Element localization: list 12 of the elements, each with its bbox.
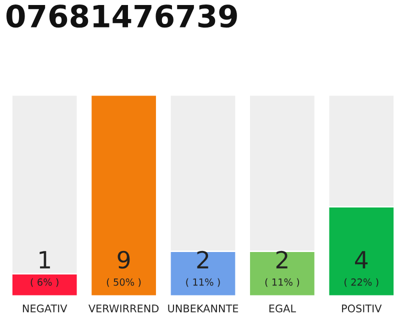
data-label: 9 ( 50% ): [106, 250, 141, 287]
x-tick-label: UNBEKANNTE: [168, 304, 238, 312]
data-label: 4 ( 22% ): [344, 251, 378, 287]
data-label: 1 ( 6% ): [30, 251, 58, 287]
x-tick-label: EGAL: [269, 304, 296, 312]
bar: [90, 95, 158, 296]
data-label: 2 ( 11% ): [186, 250, 220, 287]
x-tick-label: POSITIV: [342, 304, 382, 312]
x-tick-label: VERWIRREND: [88, 304, 159, 312]
chart-title: 07681476739: [6, 4, 237, 28]
x-tick-label: NEGATIV: [22, 304, 68, 312]
data-label: 2 ( 11% ): [265, 250, 300, 287]
